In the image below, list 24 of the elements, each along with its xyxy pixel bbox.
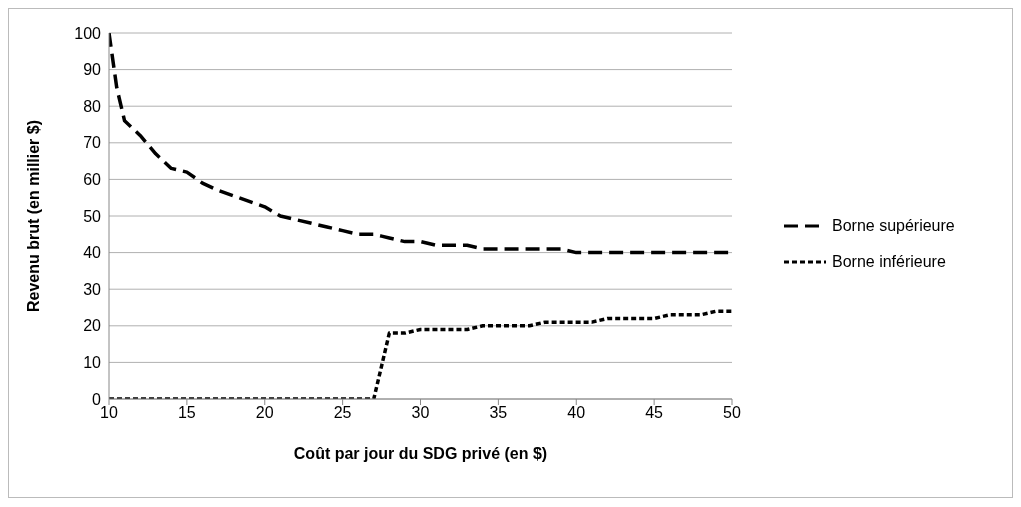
x-tick-label: 10 bbox=[100, 404, 118, 422]
y-tick-label: 90 bbox=[83, 61, 102, 79]
x-tick-label: 35 bbox=[489, 404, 508, 422]
y-tick-label: 60 bbox=[83, 171, 102, 189]
x-tick-label: 40 bbox=[567, 404, 586, 422]
legend-label: Borne supérieure bbox=[832, 217, 955, 235]
y-tick-label: 10 bbox=[83, 354, 102, 372]
y-tick-label: 40 bbox=[83, 244, 102, 262]
y-tick-label: 20 bbox=[83, 317, 102, 335]
y-tick-label: 100 bbox=[74, 24, 102, 42]
x-tick-label: 45 bbox=[645, 404, 664, 422]
x-tick-label: 25 bbox=[333, 404, 352, 422]
y-tick-label: 30 bbox=[83, 280, 102, 298]
x-tick-label: 30 bbox=[411, 404, 430, 422]
y-tick-label: 80 bbox=[83, 97, 102, 115]
x-tick-label: 15 bbox=[177, 404, 196, 422]
x-tick-label: 50 bbox=[723, 404, 741, 422]
legend-label: Borne inférieure bbox=[832, 253, 946, 271]
y-tick-label: 70 bbox=[83, 134, 102, 152]
y-tick-label: 50 bbox=[83, 207, 102, 225]
x-axis-title: Coût par jour du SDG privé (en $) bbox=[293, 445, 548, 462]
x-tick-label: 20 bbox=[255, 404, 274, 422]
y-axis-title: Revenu brut (en millier $) bbox=[24, 119, 42, 313]
y-tick-label: 0 bbox=[92, 390, 102, 408]
